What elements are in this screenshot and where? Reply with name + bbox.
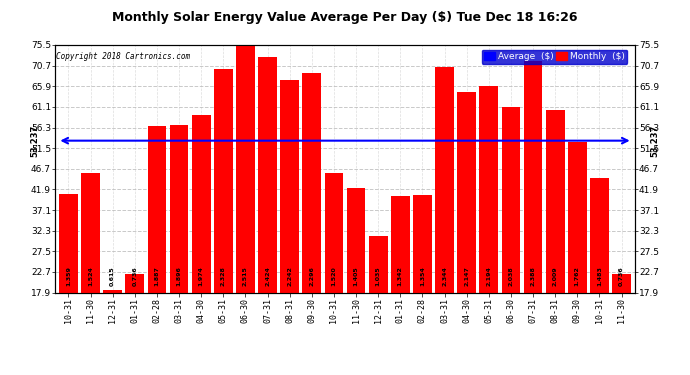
Text: 0.736: 0.736 <box>132 266 137 286</box>
Bar <box>192 115 210 369</box>
Text: 1.405: 1.405 <box>353 266 359 286</box>
Text: 1.342: 1.342 <box>398 266 403 286</box>
Text: 1.359: 1.359 <box>66 266 71 286</box>
Text: 0.615: 0.615 <box>110 266 115 286</box>
Legend: Average  ($), Monthly  ($): Average ($), Monthly ($) <box>482 50 627 64</box>
Bar <box>236 45 255 369</box>
Text: Monthly Solar Energy Value Average Per Day ($) Tue Dec 18 16:26: Monthly Solar Energy Value Average Per D… <box>112 11 578 24</box>
Text: 1.483: 1.483 <box>597 266 602 286</box>
Bar <box>435 67 454 369</box>
Bar <box>258 57 277 369</box>
Bar <box>324 173 344 369</box>
Bar <box>126 274 144 369</box>
Text: 1.896: 1.896 <box>177 266 181 286</box>
Text: 2.009: 2.009 <box>553 266 558 286</box>
Text: 2.328: 2.328 <box>221 266 226 286</box>
Bar <box>148 126 166 369</box>
Text: 53.237: 53.237 <box>650 124 659 157</box>
Bar <box>170 125 188 369</box>
Text: 2.296: 2.296 <box>309 266 315 286</box>
Text: 2.038: 2.038 <box>509 266 513 286</box>
Bar <box>590 178 609 369</box>
Bar <box>546 110 564 369</box>
Bar <box>302 73 322 369</box>
Text: 1.035: 1.035 <box>375 266 381 286</box>
Bar <box>457 93 476 369</box>
Text: 0.736: 0.736 <box>619 266 624 286</box>
Text: 1.520: 1.520 <box>331 266 337 286</box>
Bar <box>413 195 432 369</box>
Text: 1.887: 1.887 <box>155 266 159 286</box>
Bar <box>502 106 520 369</box>
Text: 2.147: 2.147 <box>464 266 469 286</box>
Text: 2.242: 2.242 <box>287 266 292 286</box>
Bar <box>280 80 299 369</box>
Bar <box>368 236 388 369</box>
Text: 2.344: 2.344 <box>442 266 447 286</box>
Text: Copyright 2018 Cartronics.com: Copyright 2018 Cartronics.com <box>57 53 190 62</box>
Bar <box>612 274 631 369</box>
Text: 2.194: 2.194 <box>486 266 491 286</box>
Bar <box>480 86 498 369</box>
Text: 53.237: 53.237 <box>31 124 40 157</box>
Bar <box>214 69 233 369</box>
Bar <box>524 62 542 369</box>
Bar <box>59 194 78 369</box>
Text: 2.388: 2.388 <box>531 266 535 286</box>
Text: 1.762: 1.762 <box>575 266 580 286</box>
Bar <box>104 290 122 369</box>
Text: 2.424: 2.424 <box>265 266 270 286</box>
Bar <box>81 173 100 369</box>
Bar <box>346 188 366 369</box>
Text: 1.354: 1.354 <box>420 266 425 286</box>
Bar <box>391 196 410 369</box>
Text: 2.515: 2.515 <box>243 266 248 286</box>
Bar <box>568 142 586 369</box>
Text: 1.974: 1.974 <box>199 266 204 286</box>
Text: 1.524: 1.524 <box>88 266 93 286</box>
